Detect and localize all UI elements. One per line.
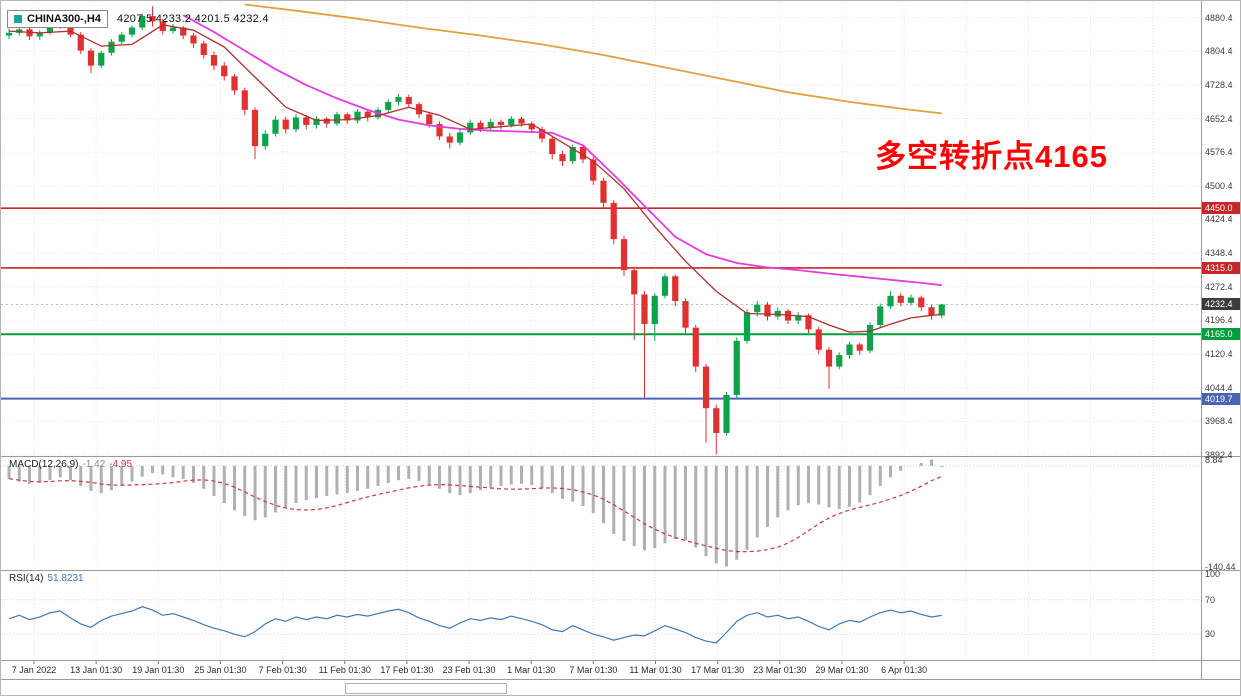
price-line-tag: 4019.7	[1202, 392, 1240, 405]
price-line-tag: 4315.0	[1202, 261, 1240, 274]
price-tick-label: 3968.4	[1205, 416, 1233, 427]
time-axis-label: 11 Feb 01:30	[318, 665, 371, 675]
candlestick-chart-icon	[14, 15, 22, 23]
annotation-text: 多空转折点4165	[875, 139, 1108, 174]
time-axis-label: 17 Mar 01:30	[691, 665, 745, 675]
macd-value-main: -1.42	[82, 459, 106, 470]
symbol-box[interactable]: CHINA300-,H4	[7, 10, 108, 28]
time-axis-label: 23 Feb 01:30	[442, 665, 496, 675]
rsi-indicator-label: RSI(14) 51.8231	[9, 573, 88, 584]
time-axis-label: 29 Mar 01:30	[815, 665, 869, 675]
macd-indicator-label: MACD(12,26,9) -1.42 -4.95	[9, 459, 136, 470]
chart-title-row: CHINA300-,H4 4207.5 4233.2 4201.5 4232.4	[7, 10, 269, 28]
price-tick-label: 4424.4	[1205, 214, 1233, 225]
symbol-timeframe-label: CHINA300-,H4	[27, 13, 101, 25]
macd-axis-label: -140.44	[1205, 561, 1236, 572]
time-axis-label: 7 Mar 01:30	[569, 665, 618, 675]
price-tick-label: 4196.4	[1205, 315, 1233, 326]
price-tick-label: 4272.4	[1205, 281, 1233, 292]
rsi-name: RSI(14)	[9, 573, 44, 584]
scrollbar-thumb[interactable]	[345, 683, 507, 694]
price-tick-label: 3892.4	[1205, 449, 1233, 460]
price-tick-label: 4728.4	[1205, 79, 1233, 90]
macd-name: MACD(12,26,9)	[9, 459, 79, 470]
time-axis-label: 17 Feb 01:30	[380, 665, 434, 675]
time-axis-label: 1 Mar 01:30	[507, 665, 556, 675]
horizontal-scrollbar[interactable]	[1, 680, 1240, 695]
price-line-tag: 4450.0	[1202, 202, 1240, 215]
price-tick-label: 4348.4	[1205, 248, 1233, 259]
price-tick-label: 4576.4	[1205, 147, 1233, 158]
ohlc-values: 4207.5 4233.2 4201.5 4232.4	[116, 13, 269, 25]
time-axis-label: 13 Jan 01:30	[70, 665, 123, 675]
rsi-value: 51.8231	[47, 573, 84, 584]
price-tick-label: 4652.4	[1205, 113, 1233, 124]
time-axis-label: 7 Jan 2022	[11, 665, 57, 675]
current-price-tag: 4232.4	[1202, 298, 1240, 311]
rsi-axis-label: 70	[1205, 594, 1216, 605]
price-line-tag: 4165.0	[1202, 328, 1240, 341]
time-axis-label: 7 Feb 01:30	[258, 665, 307, 675]
price-tick-label: 4804.4	[1205, 46, 1233, 57]
time-axis-label: 6 Apr 01:30	[881, 665, 928, 675]
time-axis-label: 19 Jan 01:30	[132, 665, 185, 675]
time-axis-label: 23 Mar 01:30	[753, 665, 807, 675]
price-tick-label: 4044.4	[1205, 382, 1233, 393]
macd-axis-label: 8.84	[1205, 454, 1223, 465]
rsi-axis-label: 30	[1205, 629, 1216, 640]
time-axis-label: 25 Jan 01:30	[194, 665, 247, 675]
price-tick-label: 4120.4	[1205, 349, 1233, 360]
time-axis-label: 11 Mar 01:30	[629, 665, 682, 675]
macd-value-signal: -4.95	[109, 459, 133, 470]
price-tick-label: 4880.4	[1205, 12, 1233, 23]
price-tick-label: 4500.4	[1205, 180, 1233, 191]
rsi-axis-label: 100	[1205, 569, 1221, 579]
